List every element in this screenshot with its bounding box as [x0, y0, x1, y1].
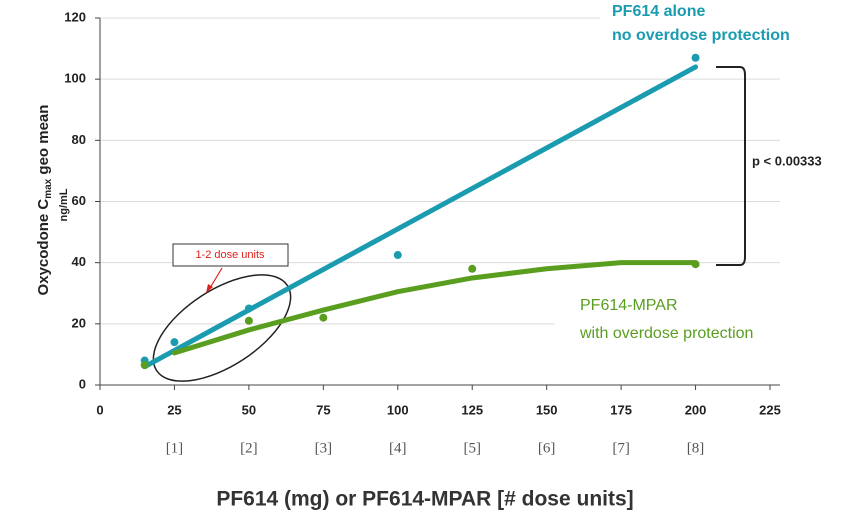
data-point	[140, 361, 149, 370]
dose-unit-label: [1]	[166, 440, 184, 456]
dose-box-label: 1-2 dose units	[195, 249, 265, 261]
mpar-label: with overdose protection	[579, 325, 753, 342]
trend-line	[142, 64, 699, 370]
arrow	[209, 267, 223, 289]
x-tick-label: 150	[536, 402, 558, 417]
x-tick-label: 50	[242, 402, 256, 417]
x-tick-label: 0	[96, 402, 103, 417]
y-tick-label: 80	[72, 132, 86, 147]
y-tick-label: 40	[72, 254, 86, 269]
data-point	[170, 338, 179, 347]
dose-unit-label: [8]	[687, 440, 705, 456]
data-point	[691, 260, 700, 269]
y-axis-units: ng/mL	[58, 188, 70, 221]
pf614-label-bg	[600, 0, 851, 50]
data-point	[244, 316, 253, 325]
x-tick-label: 225	[759, 402, 781, 417]
mpar-label: PF614-MPAR	[580, 297, 678, 314]
trend-line	[171, 260, 699, 356]
mpar-label-bg	[555, 285, 851, 355]
y-tick-label: 0	[79, 376, 86, 391]
pf614-label: PF614 alone	[612, 3, 705, 20]
dose-unit-label: [3]	[315, 440, 333, 456]
x-tick-label: 200	[685, 402, 707, 417]
y-tick-label: 60	[72, 193, 86, 208]
data-point	[393, 251, 402, 260]
y-tick-label: 100	[64, 71, 86, 86]
y-label-sub: max	[43, 178, 54, 198]
p-value: p < 0.00333	[752, 153, 822, 168]
dose-unit-label: [4]	[389, 440, 407, 456]
y-tick-label: 20	[72, 315, 86, 330]
x-tick-label: 25	[167, 402, 181, 417]
y-label-rest: geo mean	[35, 105, 52, 179]
x-axis-label: PF614 (mg) or PF614-MPAR [# dose units]	[216, 488, 633, 511]
pf614-label: no overdose protection	[612, 27, 790, 44]
plot	[140, 53, 700, 370]
x-tick-label: 125	[461, 402, 483, 417]
x-tick-label: 100	[387, 402, 409, 417]
dose-box	[172, 243, 289, 267]
data-point	[244, 304, 253, 313]
dose-unit-label: [2]	[240, 440, 258, 456]
highlight-ellipse	[152, 274, 292, 382]
dose-unit-label: [6]	[538, 440, 556, 456]
y-tick-label: 120	[64, 9, 86, 24]
x-tick-label: 175	[610, 402, 632, 417]
data-point	[691, 53, 700, 62]
dose-unit-label: [7]	[612, 440, 630, 456]
y-label-main: Oxycodone C	[35, 199, 52, 296]
grid: 0 20 40 60 80 100 120 0 25 50 75 100 125 150 175 200 225…	[64, 9, 781, 456]
x-tick-label: 75	[316, 402, 330, 417]
bracket	[716, 66, 746, 266]
data-point	[468, 264, 477, 273]
dose-unit-label: [5]	[463, 440, 481, 456]
arrow-head	[206, 284, 213, 293]
y-axis-label: Oxycodone Cmax geo mean	[35, 105, 54, 296]
data-point	[319, 313, 328, 322]
